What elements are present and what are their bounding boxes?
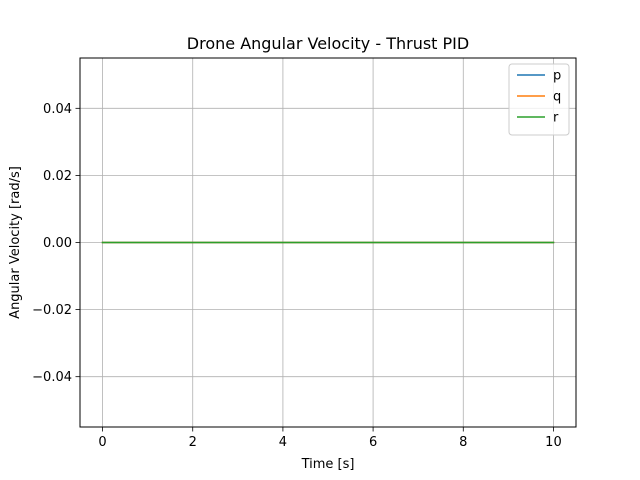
- x-tick-label: 6: [369, 435, 377, 450]
- x-tick-label: 8: [459, 435, 467, 450]
- y-tick-label: −0.04: [32, 370, 72, 385]
- legend: pqr: [508, 63, 570, 136]
- legend-label-r: r: [553, 111, 559, 126]
- y-tick-label: −0.02: [32, 303, 72, 318]
- y-tick-label: 0.00: [43, 236, 72, 251]
- x-tick-label: 2: [189, 435, 197, 450]
- x-axis-label: Time [s]: [301, 457, 355, 472]
- chart-title: Drone Angular Velocity - Thrust PID: [187, 34, 469, 53]
- y-tick-label: 0.02: [43, 169, 72, 184]
- y-tick-label: 0.04: [43, 102, 72, 117]
- x-tick-label: 10: [545, 435, 562, 450]
- legend-label-q: q: [553, 90, 561, 105]
- legend-label-p: p: [553, 69, 561, 84]
- x-tick-label: 0: [98, 435, 106, 450]
- tick-layer: 0 2 4 6 8 10 −0.04 −0.02 0.00 0.02 0.04: [32, 102, 562, 450]
- x-tick-label: 4: [279, 435, 287, 450]
- y-axis-label: Angular Velocity [rad/s]: [8, 166, 23, 319]
